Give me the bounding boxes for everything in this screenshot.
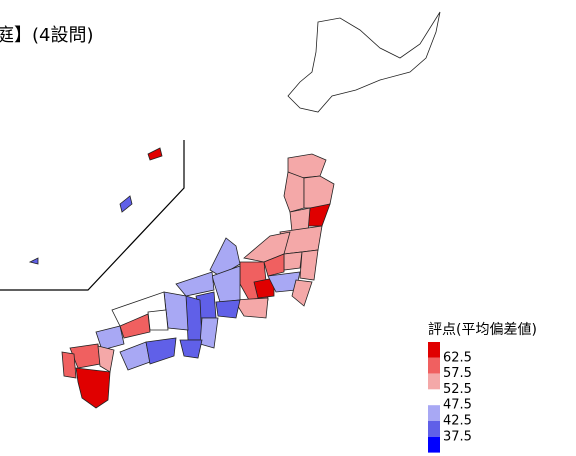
kochi-tokushima <box>145 337 177 365</box>
nagasaki <box>61 351 77 379</box>
hokkaido <box>287 11 441 113</box>
island <box>28 257 39 265</box>
legend-label: 42.5 <box>443 414 472 429</box>
legend: 62.557.552.547.542.537.5 <box>428 342 472 453</box>
island <box>119 195 133 213</box>
prefectures <box>28 11 441 409</box>
aichi <box>215 299 241 319</box>
legend-swatch <box>428 373 440 390</box>
legend-label: 37.5 <box>443 429 472 444</box>
inset-frame <box>0 140 185 291</box>
tochigi <box>283 251 303 271</box>
iwate <box>303 175 335 209</box>
legend-swatch <box>428 357 440 374</box>
legend-swatch <box>428 436 440 453</box>
kumamoto-miyazaki-kagoshima <box>75 367 111 409</box>
legend-title: 評点(平均偏差値) <box>428 322 537 338</box>
legend-label: 62.5 <box>443 350 472 365</box>
island <box>147 147 163 161</box>
oita <box>97 345 115 373</box>
akita <box>283 171 305 213</box>
chiba <box>291 279 313 307</box>
okayama <box>147 309 169 331</box>
ibaraki <box>299 249 319 281</box>
yamanashi <box>253 277 275 299</box>
wakayama <box>179 339 203 359</box>
legend-swatch <box>428 342 440 358</box>
ehime <box>119 341 151 371</box>
yamaguchi <box>95 325 125 351</box>
legend-swatch <box>428 421 440 437</box>
kyoto-nara-osaka <box>185 295 203 341</box>
mie <box>199 317 219 349</box>
shizuoka <box>233 297 269 319</box>
legend-swatch <box>428 405 440 421</box>
legend-label: 52.5 <box>443 382 472 397</box>
legend-label: 57.5 <box>443 366 472 381</box>
fukui <box>175 271 215 297</box>
gunma <box>263 253 285 277</box>
niigata <box>243 231 291 263</box>
map-title: 庭】(4設問) <box>0 25 94 46</box>
legend-label: 47.5 <box>443 398 472 413</box>
legend-swatch <box>428 389 440 406</box>
hiroshima <box>119 313 151 339</box>
